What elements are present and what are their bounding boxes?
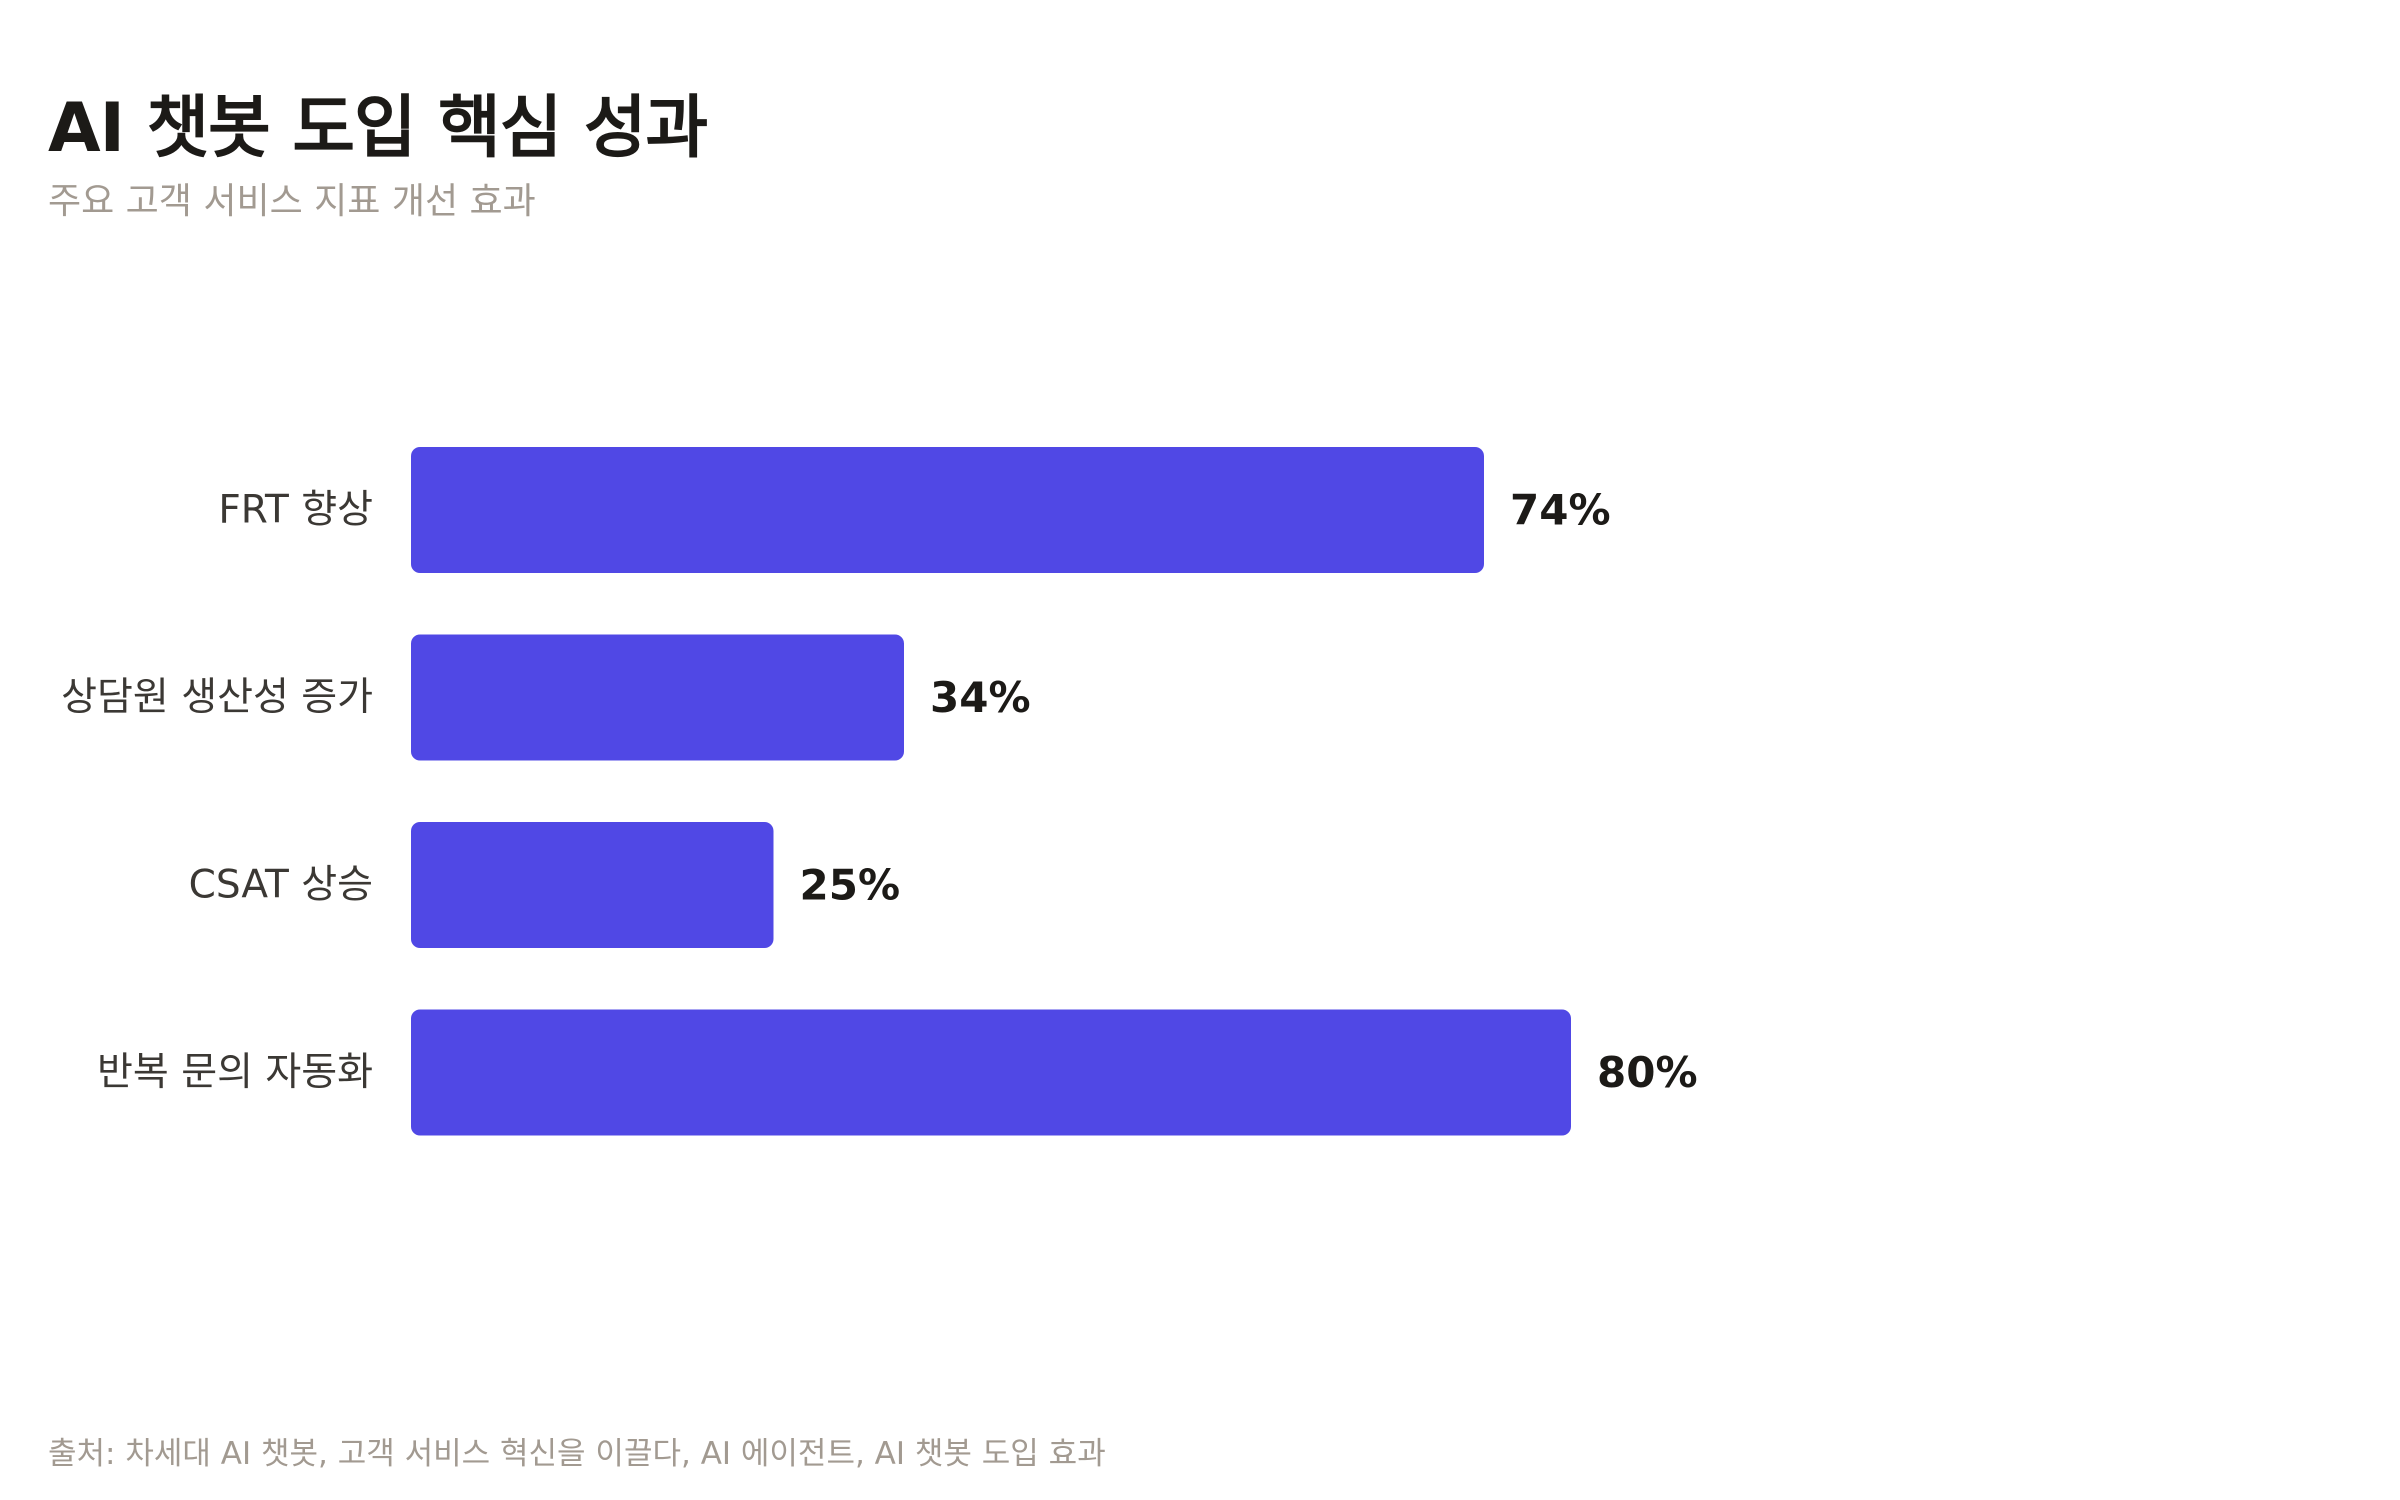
category-label-1: FRT 향상 bbox=[218, 488, 373, 533]
bar-3 bbox=[411, 822, 774, 948]
category-label-2: 상담원 생산성 증가 bbox=[61, 675, 373, 720]
value-label-4: 80% bbox=[1597, 1048, 1698, 1097]
bar-4 bbox=[411, 1009, 1571, 1136]
chart-title: AI 챗봇 도입 핵심 성과 bbox=[48, 89, 708, 168]
value-label-1: 74% bbox=[1510, 486, 1611, 535]
value-label-3: 25% bbox=[800, 861, 901, 910]
category-label-4: 반복 문의 자동화 bbox=[97, 1050, 373, 1095]
bar-2 bbox=[411, 634, 904, 761]
source-note: 출처: 차세대 AI 챗봇, 고객 서비스 혁신을 이끌다, AI 에이전트, … bbox=[48, 1436, 1106, 1472]
bar-1 bbox=[411, 447, 1484, 573]
category-label-3: CSAT 상승 bbox=[189, 863, 373, 908]
value-label-2: 34% bbox=[930, 673, 1031, 722]
chart-subtitle: 주요 고객 서비스 지표 개선 효과 bbox=[48, 181, 536, 222]
